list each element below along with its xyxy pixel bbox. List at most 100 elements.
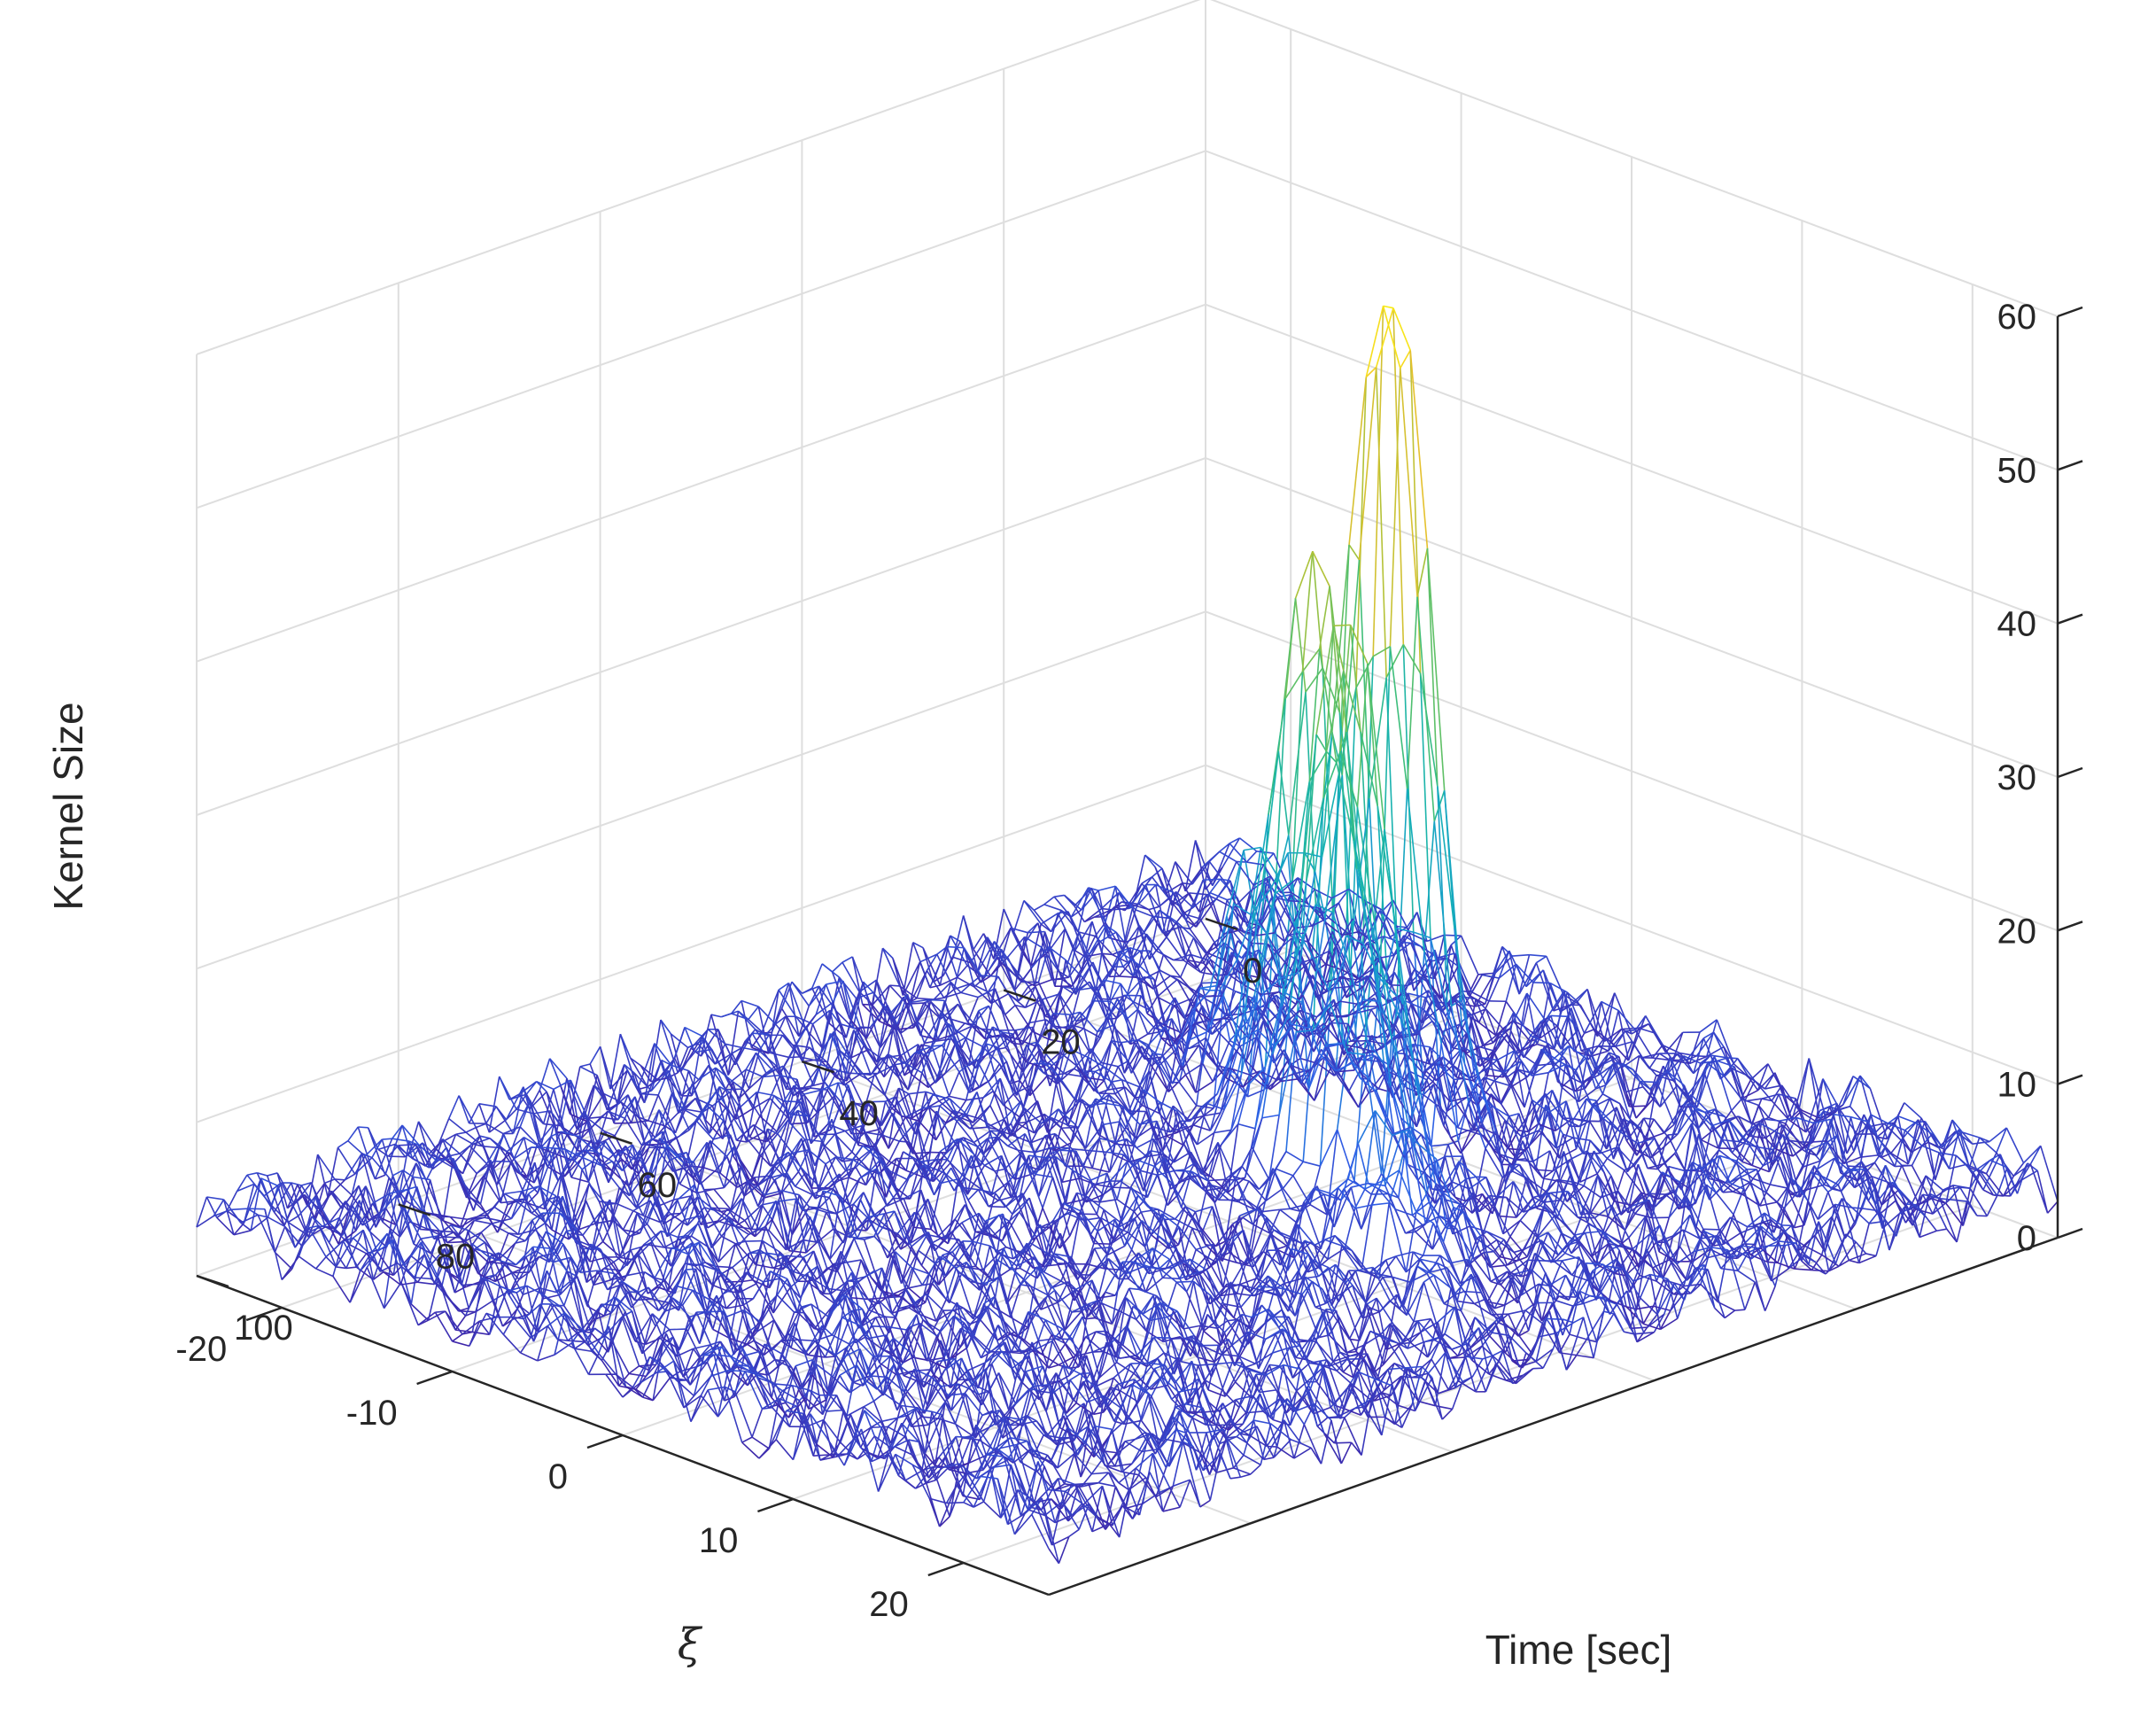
mesh-segment — [1215, 915, 1228, 986]
mesh-segment — [655, 1146, 668, 1208]
mesh-segment — [825, 1356, 836, 1358]
mesh-segment — [597, 1309, 609, 1353]
mesh-segment — [1114, 1086, 1126, 1095]
mesh-segment — [896, 993, 909, 1025]
mesh-segment — [597, 1110, 609, 1145]
grid-line-z — [196, 610, 1206, 970]
mesh-segment — [966, 1146, 979, 1195]
mesh-segment — [1198, 861, 1211, 913]
mesh-segment — [935, 1110, 948, 1154]
mesh-segment — [428, 1143, 439, 1155]
mesh-segment — [530, 1303, 542, 1339]
mesh-segment — [762, 1050, 773, 1054]
mesh-segment — [1318, 586, 1330, 649]
mesh-segment — [442, 1158, 454, 1222]
mesh-segment — [999, 928, 1012, 963]
mesh-segment — [1202, 879, 1214, 904]
mesh-segment — [573, 1278, 586, 1333]
mesh-segment — [756, 1128, 769, 1186]
mesh-segment — [556, 1270, 568, 1294]
mesh-segment — [479, 1135, 491, 1139]
mesh-segment — [243, 1184, 255, 1224]
mesh-segment — [1896, 1115, 1909, 1165]
mesh-segment — [527, 1192, 539, 1204]
mesh-segment — [1165, 891, 1177, 937]
mesh-segment — [960, 1154, 973, 1188]
mesh-surface — [196, 305, 2059, 1565]
mesh-segment — [1033, 904, 1045, 912]
mesh-segment — [347, 1126, 359, 1142]
mesh-segment — [884, 1064, 896, 1096]
mesh-segment — [398, 1140, 410, 1198]
mesh-segment — [567, 1332, 578, 1341]
mesh-segment — [1185, 1105, 1198, 1122]
mesh-segment — [799, 1216, 811, 1255]
mesh-segment — [566, 1270, 578, 1278]
mesh-segment — [274, 1226, 286, 1253]
mesh-segment — [810, 1090, 822, 1144]
mesh-segment — [917, 999, 928, 1022]
mesh-segment — [960, 983, 972, 993]
mesh-segment — [1108, 1093, 1120, 1105]
mesh-segment — [881, 947, 894, 960]
mesh-segment — [1552, 994, 1564, 1012]
mesh-segment — [867, 1072, 879, 1081]
mesh-segment — [832, 980, 844, 1003]
mesh-segment — [943, 989, 955, 998]
mesh-segment — [1067, 931, 1080, 978]
mesh-segment — [526, 1144, 539, 1177]
mesh-segment — [1000, 1155, 1012, 1199]
mesh-segment — [822, 1031, 834, 1084]
mesh-segment — [420, 1241, 432, 1279]
mesh-segment — [822, 1187, 833, 1191]
mesh-segment — [762, 1070, 774, 1078]
mesh-segment — [984, 1164, 996, 1172]
mesh-segment — [732, 1046, 743, 1054]
mesh-segment — [1062, 985, 1074, 994]
mesh-segment — [869, 1027, 881, 1048]
mesh-segment — [455, 1131, 467, 1136]
mesh-segment — [1245, 1363, 1256, 1368]
mesh-segment — [1044, 1132, 1056, 1137]
mesh-segment — [1128, 925, 1141, 964]
mesh-segment — [1010, 1284, 1022, 1318]
mesh-segment — [1022, 1063, 1035, 1107]
mesh-segment — [738, 1233, 749, 1247]
mesh-segment — [1231, 1013, 1243, 1021]
mesh-segment — [728, 1092, 741, 1108]
mesh-segment — [572, 1248, 585, 1283]
mesh-segment — [1152, 1053, 1163, 1056]
mesh-segment — [630, 1057, 641, 1067]
mesh-segment — [600, 1248, 612, 1281]
mesh-segment — [950, 935, 961, 943]
mesh-segment — [987, 975, 999, 993]
mesh-segment — [525, 1081, 538, 1095]
mesh-segment — [1054, 894, 1065, 897]
mesh-segment — [1357, 1039, 1369, 1048]
mesh-segment — [893, 1197, 904, 1200]
mesh-segment — [1743, 1080, 1756, 1102]
mesh-segment — [586, 1247, 598, 1283]
mesh-segment — [1413, 1281, 1425, 1322]
mesh-segment — [1122, 966, 1134, 977]
mesh-segment — [751, 1240, 764, 1280]
mesh-segment — [1727, 1057, 1738, 1060]
grid-line-z — [196, 150, 1206, 509]
mesh-segment — [1136, 1318, 1147, 1332]
mesh-segment — [1028, 981, 1039, 988]
mesh-segment — [683, 1161, 694, 1164]
mesh-segment — [535, 1222, 547, 1231]
mesh-segment — [1220, 878, 1230, 882]
mesh-segment — [416, 1268, 429, 1283]
mesh-segment — [1850, 1116, 1862, 1158]
mesh-segment — [1105, 886, 1117, 923]
mesh-segment — [781, 1385, 793, 1392]
mesh-segment — [929, 984, 941, 989]
mesh-segment — [1091, 1124, 1104, 1169]
mesh-segment — [1731, 1099, 1742, 1112]
mesh-segment — [844, 1130, 856, 1142]
mesh-segment — [457, 1230, 469, 1278]
mesh-segment — [1509, 1220, 1521, 1238]
mesh-segment — [1335, 944, 1347, 998]
